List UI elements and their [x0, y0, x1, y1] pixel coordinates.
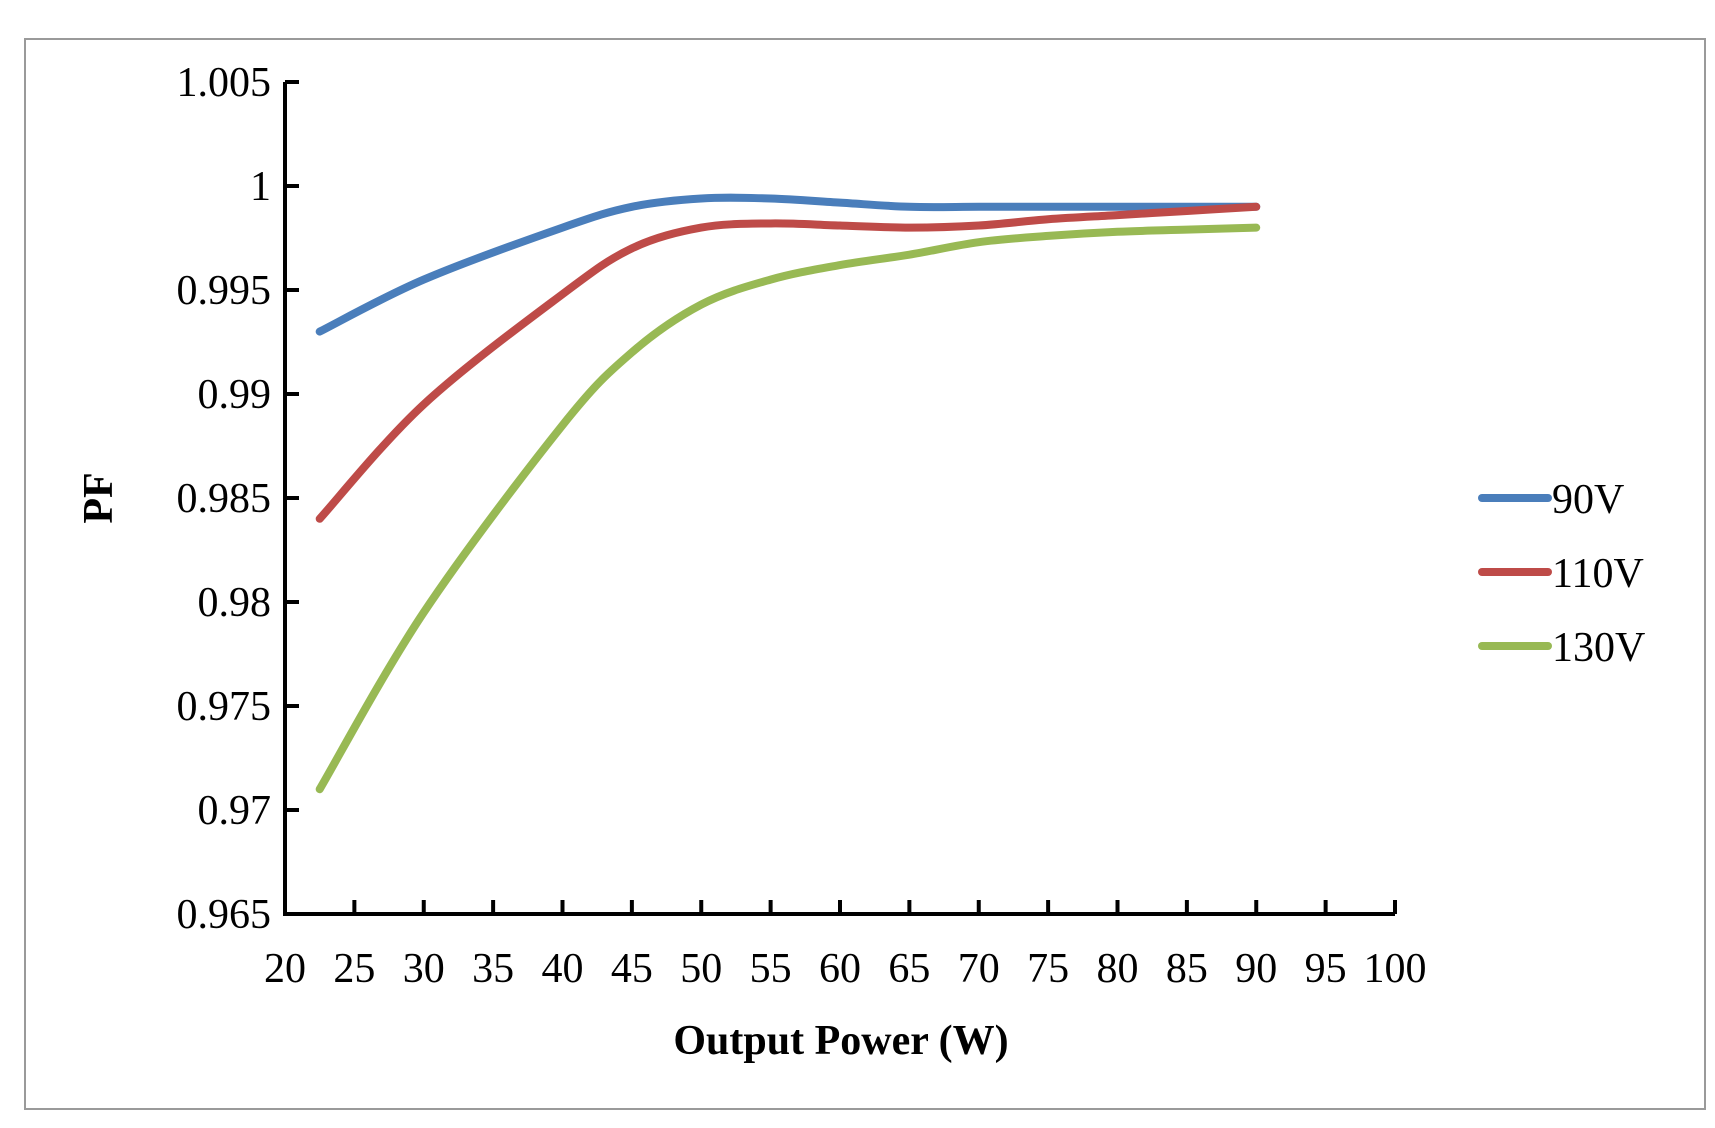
x-tick-label: 70 — [958, 946, 1000, 992]
y-axis-title: PF — [76, 472, 122, 523]
x-tick-label: 90 — [1235, 946, 1277, 992]
y-tick-label: 0.98 — [198, 580, 272, 626]
x-tick-label: 55 — [750, 946, 792, 992]
y-tick-label: 1 — [250, 164, 271, 210]
y-tick-label: 0.99 — [198, 372, 272, 418]
y-tick-label: 0.995 — [177, 268, 272, 314]
y-tick-label: 0.985 — [177, 476, 272, 522]
x-tick-label: 95 — [1305, 946, 1347, 992]
y-tick-label: 0.965 — [177, 892, 272, 938]
legend-label-90v: 90V — [1552, 477, 1624, 523]
x-tick-label: 30 — [403, 946, 445, 992]
x-tick-label: 100 — [1364, 946, 1427, 992]
series-line-130v — [315, 223, 1261, 794]
y-tick-label: 0.975 — [177, 684, 272, 730]
x-tick-label: 85 — [1166, 946, 1208, 992]
x-tick-label: 20 — [264, 946, 306, 992]
x-tick-label: 75 — [1027, 946, 1069, 992]
series-line-90v — [315, 193, 1261, 336]
y-tick-label: 1.005 — [177, 60, 272, 106]
x-tick-label: 35 — [472, 946, 514, 992]
y-tick-label: 0.97 — [198, 788, 272, 834]
x-tick-label: 25 — [333, 946, 375, 992]
x-tick-label: 40 — [542, 946, 584, 992]
x-tick-label: 60 — [819, 946, 861, 992]
x-tick-label: 50 — [680, 946, 722, 992]
series-line-110v — [315, 202, 1261, 523]
x-tick-label: 65 — [888, 946, 930, 992]
x-tick-label: 80 — [1097, 946, 1139, 992]
x-tick-label: 45 — [611, 946, 653, 992]
chart-frame — [24, 38, 1706, 1110]
legend-label-130v: 130V — [1552, 625, 1645, 671]
legend-label-110v: 110V — [1552, 551, 1644, 597]
x-axis-title: Output Power (W) — [673, 1018, 1008, 1064]
